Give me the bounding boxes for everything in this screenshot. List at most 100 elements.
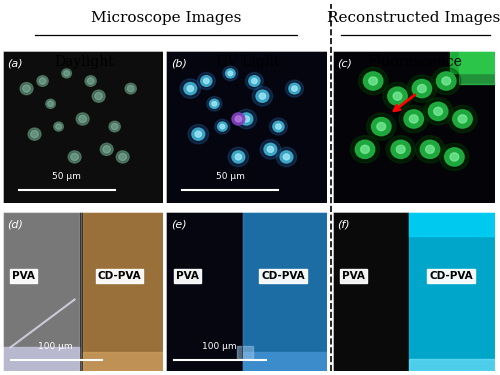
Text: (f): (f)	[338, 220, 350, 230]
Circle shape	[228, 147, 248, 166]
Circle shape	[184, 82, 196, 94]
Circle shape	[444, 148, 464, 166]
Text: 50 μm: 50 μm	[52, 172, 81, 181]
Circle shape	[20, 82, 33, 94]
Bar	[409, 212, 495, 236]
Circle shape	[259, 93, 266, 99]
Circle shape	[100, 143, 113, 155]
Circle shape	[420, 140, 440, 159]
Circle shape	[360, 145, 370, 153]
Circle shape	[252, 78, 257, 84]
Circle shape	[109, 121, 120, 132]
Circle shape	[458, 115, 467, 123]
Circle shape	[377, 123, 386, 130]
Circle shape	[432, 68, 461, 94]
Circle shape	[212, 102, 216, 106]
Circle shape	[450, 153, 459, 161]
Circle shape	[226, 69, 235, 78]
Circle shape	[246, 72, 264, 90]
Circle shape	[366, 113, 396, 140]
Circle shape	[391, 140, 410, 159]
Circle shape	[368, 77, 378, 85]
Circle shape	[364, 72, 383, 90]
Circle shape	[116, 151, 129, 163]
Circle shape	[286, 80, 304, 97]
Bar	[82, 212, 163, 371]
Circle shape	[292, 86, 298, 91]
Text: PVA: PVA	[12, 271, 35, 280]
Text: CD-PVA: CD-PVA	[430, 271, 473, 280]
Text: Microscope Images: Microscope Images	[91, 11, 242, 25]
Bar	[243, 212, 326, 371]
Circle shape	[240, 113, 253, 125]
Circle shape	[235, 116, 242, 122]
Circle shape	[404, 110, 423, 128]
Bar	[459, 51, 495, 84]
Circle shape	[37, 76, 48, 86]
Circle shape	[350, 136, 380, 163]
Circle shape	[210, 99, 219, 108]
Text: (c): (c)	[338, 58, 352, 68]
Circle shape	[235, 154, 242, 160]
Bar	[2, 347, 80, 371]
Circle shape	[383, 82, 412, 110]
Text: 100 μm: 100 μm	[202, 342, 236, 351]
Circle shape	[198, 72, 216, 90]
Circle shape	[428, 102, 448, 120]
Circle shape	[22, 85, 30, 92]
Circle shape	[68, 151, 81, 163]
Bar	[409, 358, 495, 371]
Bar	[166, 212, 240, 371]
Circle shape	[276, 124, 281, 129]
Circle shape	[128, 86, 134, 92]
Circle shape	[85, 76, 96, 86]
Text: CD-PVA: CD-PVA	[98, 271, 142, 280]
Circle shape	[256, 90, 269, 102]
Circle shape	[249, 76, 260, 86]
Circle shape	[222, 66, 238, 81]
Circle shape	[192, 128, 204, 140]
Circle shape	[71, 153, 78, 160]
Circle shape	[39, 78, 46, 84]
Circle shape	[396, 145, 405, 153]
Circle shape	[79, 116, 86, 123]
Circle shape	[440, 143, 469, 171]
Text: CD-PVA: CD-PVA	[262, 271, 305, 280]
Circle shape	[436, 72, 456, 90]
Text: Fluorescence: Fluorescence	[368, 55, 462, 69]
Circle shape	[388, 87, 407, 105]
Circle shape	[424, 98, 453, 125]
Circle shape	[30, 130, 38, 138]
Circle shape	[434, 107, 442, 116]
Circle shape	[95, 93, 102, 100]
Circle shape	[372, 117, 391, 136]
Text: Daylight: Daylight	[54, 55, 114, 69]
Circle shape	[260, 140, 280, 159]
Circle shape	[267, 146, 274, 152]
Circle shape	[289, 83, 300, 94]
Circle shape	[426, 145, 434, 153]
Text: (a): (a)	[8, 58, 23, 68]
Circle shape	[418, 84, 426, 93]
Circle shape	[407, 75, 436, 102]
Circle shape	[270, 118, 287, 135]
Circle shape	[180, 79, 201, 98]
Circle shape	[442, 77, 450, 85]
Circle shape	[88, 78, 94, 84]
Circle shape	[28, 128, 41, 140]
Circle shape	[264, 143, 277, 155]
Circle shape	[453, 110, 472, 128]
Circle shape	[214, 119, 230, 134]
Text: UV Light: UV Light	[216, 55, 280, 69]
Bar	[409, 212, 495, 371]
Circle shape	[200, 76, 212, 86]
Circle shape	[236, 109, 256, 129]
Circle shape	[62, 69, 72, 78]
Circle shape	[46, 99, 56, 108]
Circle shape	[232, 113, 245, 125]
Text: (b): (b)	[171, 58, 187, 68]
Text: 50 μm: 50 μm	[216, 172, 245, 181]
Circle shape	[218, 122, 227, 131]
Text: (e): (e)	[171, 220, 186, 230]
Text: Reconstructed Images: Reconstructed Images	[327, 11, 500, 25]
